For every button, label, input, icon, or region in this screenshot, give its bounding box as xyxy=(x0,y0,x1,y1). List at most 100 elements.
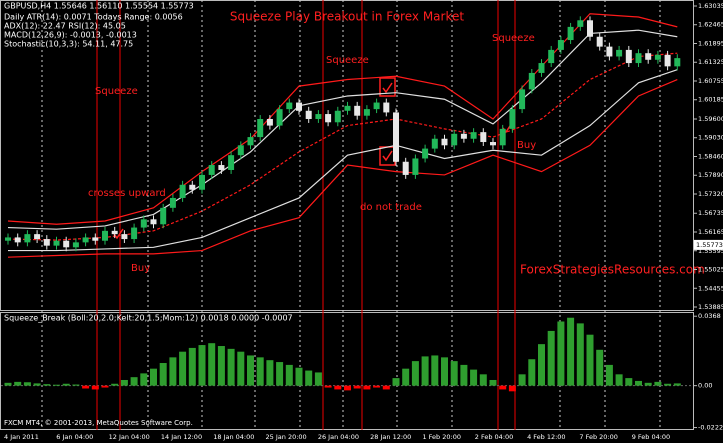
header: GBPUSD,H4 1.55646 1.56110 1.55554 1.5577… xyxy=(4,2,194,11)
annotation: Squeeze xyxy=(492,33,535,44)
main-frame xyxy=(0,0,694,311)
x-tick-label: 26 Jan 04:00 xyxy=(318,433,359,441)
histogram-bar xyxy=(615,374,623,386)
candle-body xyxy=(654,54,661,60)
histogram-bar xyxy=(305,370,313,386)
x-tick-label: 28 Jan 12:00 xyxy=(370,433,411,441)
candle-body xyxy=(24,234,31,243)
histogram-bar xyxy=(644,382,652,386)
y-tick-label: 1.61325 xyxy=(698,58,723,66)
histogram-bar xyxy=(508,385,516,392)
candle-body xyxy=(266,118,273,126)
x-tick-label: 1 Feb 20:00 xyxy=(422,433,461,441)
y-tick-label: 1.54455 xyxy=(698,284,723,292)
candle-body xyxy=(276,109,283,126)
candle-body xyxy=(14,237,21,243)
candle-body xyxy=(383,102,390,113)
candle-body xyxy=(499,128,506,146)
candle-body xyxy=(393,112,399,162)
annotation: Buy xyxy=(517,140,536,151)
squeeze-lines xyxy=(96,0,516,430)
histogram-bar xyxy=(256,357,264,386)
candle-body xyxy=(121,234,128,240)
histogram-bar xyxy=(120,379,128,386)
candle-body xyxy=(189,184,196,190)
histogram-bar xyxy=(217,346,225,386)
y-tick-label: 1.60185 xyxy=(698,96,723,104)
price-marker xyxy=(694,239,723,250)
x-tick-label: 4 Jan 2011 xyxy=(4,433,39,441)
candle-body xyxy=(237,145,244,156)
y-tick-label: 1.58460 xyxy=(698,152,723,160)
candle-body xyxy=(82,237,89,243)
histogram-bar xyxy=(285,364,293,386)
candle-body xyxy=(160,207,167,225)
candle-body xyxy=(635,53,642,64)
info-line: MACD(12,26,9): -0.0013, -0.0013 xyxy=(4,31,137,40)
y-tick-label: -0.0222 xyxy=(698,424,723,432)
candle-body xyxy=(286,102,293,110)
candle-body xyxy=(538,63,545,73)
candle-body xyxy=(402,161,409,175)
histogram-bar xyxy=(101,385,109,388)
candle-body xyxy=(315,114,322,119)
histogram-bar xyxy=(150,368,157,386)
candle-body xyxy=(5,237,11,241)
histogram-bar xyxy=(266,360,274,386)
candle-body xyxy=(373,102,380,110)
candle-body xyxy=(325,114,332,123)
y-tick-label: 1.61895 xyxy=(698,39,723,47)
candle-body xyxy=(53,240,60,246)
histogram-bar xyxy=(382,385,390,390)
histogram-bar xyxy=(557,321,565,386)
candle-body xyxy=(199,174,205,190)
x-tick-label: 18 Jan 04:00 xyxy=(213,433,254,441)
candle-body xyxy=(247,137,254,146)
candle-body xyxy=(34,234,41,240)
histogram-bar xyxy=(4,382,12,386)
sub-title: Squeeze_Break (Boll:20,2.0;Kelt:20,1.5;M… xyxy=(4,314,293,323)
candle-body xyxy=(509,109,516,129)
y-tick-label: 1.56165 xyxy=(698,228,723,236)
candle-body xyxy=(470,132,477,139)
copyright: FXCM MT4, © 2001-2013, MetaQuotes Softwa… xyxy=(4,419,193,427)
candle-body xyxy=(587,20,593,37)
annotation: crosses upward xyxy=(88,188,166,199)
histogram-bar xyxy=(499,385,507,390)
chart-title: Squeeze Play Breakout in Forex Market xyxy=(230,10,464,24)
histogram-bar xyxy=(111,383,119,386)
candle-body xyxy=(645,53,652,60)
candle-body xyxy=(354,105,361,116)
y-tick-label: 0.00 xyxy=(698,382,712,390)
histogram-bar xyxy=(605,364,613,386)
histogram-bar xyxy=(673,383,681,386)
info-line: ADX(12): 22.47 RSI(12): 45.05 xyxy=(4,22,126,31)
sub-frame xyxy=(0,312,694,430)
watermark: ForexStrategiesResources.com xyxy=(520,263,705,277)
y-tick-label: 1.56735 xyxy=(698,209,723,217)
x-tick-label: 6 Jan 04:00 xyxy=(56,433,93,441)
x-tick-label: 12 Jan 04:00 xyxy=(109,433,150,441)
y-tick-label: 1.60755 xyxy=(698,77,723,85)
candle-body xyxy=(577,20,584,27)
histogram-bar xyxy=(460,364,468,386)
candle-body xyxy=(363,109,370,116)
histogram-bar xyxy=(188,347,196,386)
candle-body xyxy=(131,227,138,240)
histogram-bar xyxy=(431,355,439,386)
annotation: Squeeze xyxy=(326,55,369,66)
histogram-bar xyxy=(159,363,167,386)
histogram-bar xyxy=(450,361,458,386)
candle-body xyxy=(616,49,623,57)
histogram-bar xyxy=(130,377,138,386)
histogram-bar xyxy=(295,367,303,386)
histogram-bar xyxy=(596,349,604,386)
histogram-bar xyxy=(567,317,575,386)
candle-body xyxy=(140,219,147,228)
band-line xyxy=(7,13,678,225)
histogram-bar xyxy=(625,378,633,386)
histogram-bar xyxy=(538,344,545,386)
info-line: Stochastic(10,3,3): 54.11, 47.75 xyxy=(4,40,133,49)
annotation: Buy xyxy=(131,263,150,274)
